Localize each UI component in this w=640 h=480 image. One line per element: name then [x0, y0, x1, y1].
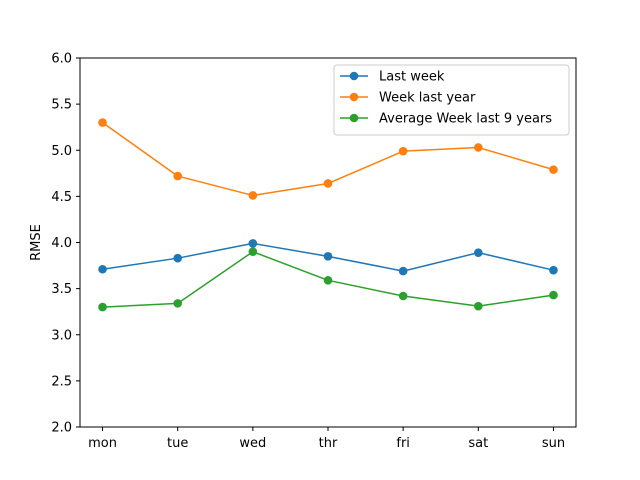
- data-point: [98, 264, 107, 274]
- data-point: [323, 276, 333, 285]
- y-tick-label: 5.0: [51, 144, 72, 159]
- data-point: [173, 171, 182, 181]
- legend-marker: [349, 92, 359, 102]
- x-tick-label-sun: sun: [542, 436, 565, 451]
- x-tick-label-sat: sat: [468, 436, 488, 451]
- series-1: [98, 118, 558, 200]
- data-point: [98, 118, 107, 127]
- y-tick-label: 6.0: [51, 52, 72, 67]
- data-point: [474, 301, 483, 311]
- legend: Last week Week last year Average Week last…: [333, 64, 570, 136]
- data-point: [248, 239, 258, 248]
- data-point: [474, 143, 483, 152]
- data-point: [474, 248, 483, 257]
- y-tick-label: 2.5: [51, 374, 72, 389]
- x-tick-label-wed: wed: [239, 436, 266, 451]
- data-point: [173, 253, 182, 263]
- data-point: [549, 290, 558, 300]
- series-2: [98, 247, 558, 312]
- y-tick-label: 3.0: [51, 328, 72, 343]
- x-tick-label-tue: tue: [167, 436, 188, 451]
- data-point: [398, 146, 408, 156]
- data-point: [549, 265, 558, 275]
- legend-item: Week last year: [340, 91, 476, 106]
- y-tick-label: 4.0: [51, 236, 72, 251]
- legend-item: Average Week last 9 years: [340, 112, 552, 127]
- x-tick-label-thr: thr: [319, 436, 338, 451]
- axes-layer: mon tue wed thr fri sat sun 2.0 2.5 3.0 3.5 4.0 4.5 5…: [51, 52, 565, 452]
- legend-item: Last week: [340, 70, 445, 85]
- y-tick-label: 4.5: [51, 190, 72, 205]
- legend-box: [333, 64, 570, 136]
- data-point: [98, 302, 107, 312]
- data-point: [398, 291, 408, 301]
- data-point: [173, 299, 182, 308]
- series-0: [98, 239, 558, 276]
- series-layer: [98, 118, 558, 312]
- legend-label: Last week: [379, 70, 445, 85]
- legend-label: Average Week last 9 years: [379, 112, 552, 127]
- data-point: [398, 266, 408, 276]
- x-tick-label-mon: mon: [88, 436, 117, 451]
- data-point: [549, 165, 558, 174]
- y-tick-label: 2.0: [51, 421, 72, 436]
- data-point: [323, 179, 333, 188]
- data-point: [248, 247, 258, 257]
- y-tick-label: 5.5: [51, 98, 72, 113]
- y-axis-label: RMSE: [29, 224, 44, 261]
- data-point: [248, 191, 258, 200]
- legend-marker: [349, 113, 359, 123]
- y-tick-label: 3.5: [51, 282, 72, 297]
- legend-marker: [349, 71, 359, 81]
- legend-label: Week last year: [379, 91, 476, 106]
- data-point: [323, 252, 333, 261]
- x-tick-label-fri: fri: [396, 436, 410, 451]
